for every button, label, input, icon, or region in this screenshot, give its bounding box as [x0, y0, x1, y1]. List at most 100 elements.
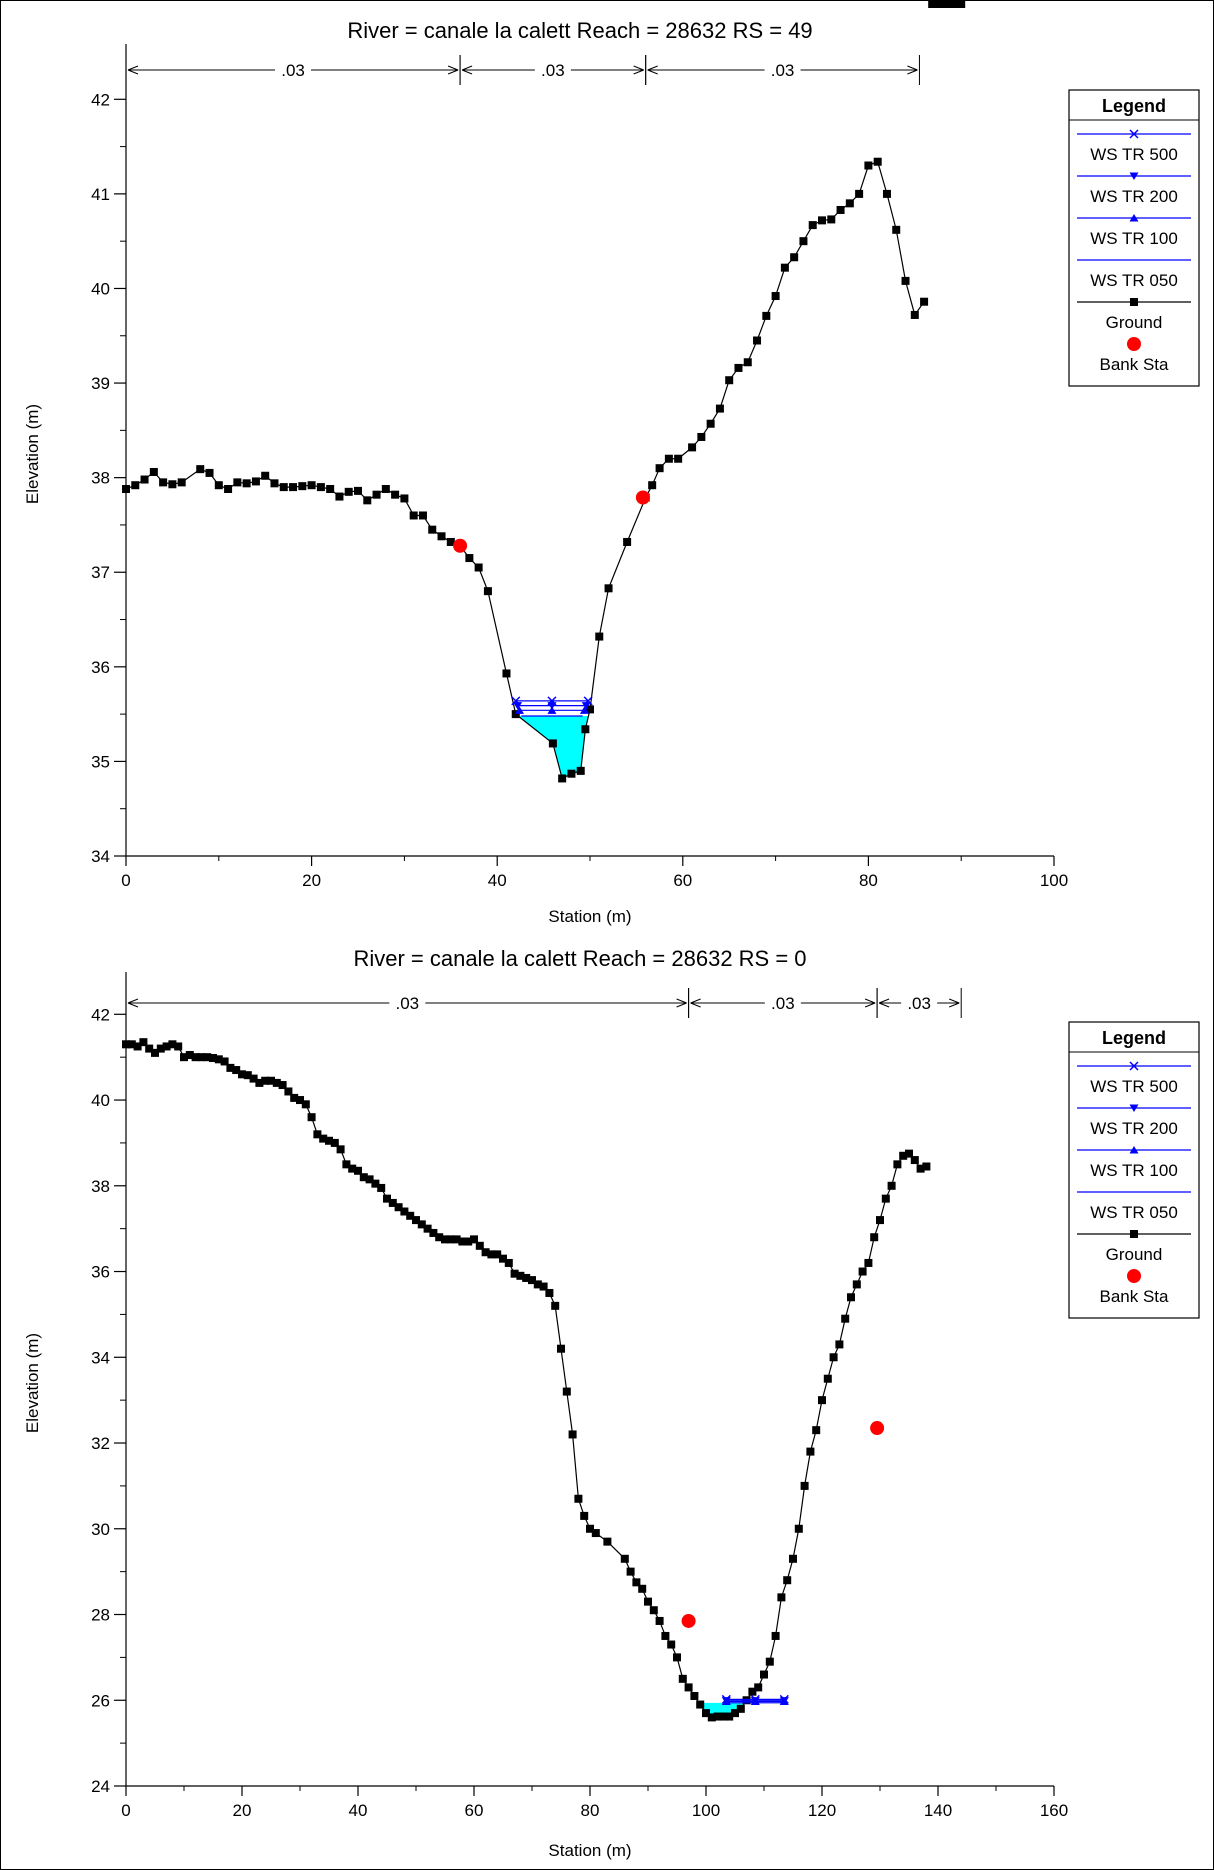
ground-point [278, 1081, 287, 1090]
ground-point [335, 492, 344, 501]
ground-point [289, 483, 298, 492]
ground-point [603, 1537, 612, 1546]
legend-entry: Ground [1106, 1245, 1163, 1264]
ground-point [510, 1269, 519, 1278]
ground-point [748, 1687, 757, 1696]
ground-point [133, 1042, 142, 1051]
ground-point [674, 454, 683, 463]
ground-point [648, 481, 657, 490]
ground-point [284, 1087, 293, 1096]
ground-point [381, 484, 390, 493]
manning-arrow [878, 998, 890, 1008]
water-surface-point [579, 706, 589, 714]
ground-point [835, 1340, 844, 1349]
ground-point [632, 1578, 641, 1587]
ground-point [887, 1181, 896, 1190]
ground-point [794, 1524, 803, 1533]
ground-point [429, 1228, 438, 1237]
ground-point [233, 478, 242, 487]
ground-point [499, 1254, 507, 1263]
water-surface-point [514, 706, 524, 714]
legend-marker [1127, 337, 1141, 351]
ground-point [267, 1076, 275, 1085]
legend-marker [1129, 1104, 1139, 1112]
ground-point [780, 263, 789, 272]
ground-point [706, 419, 715, 428]
ground-point [800, 1481, 809, 1490]
legend-entry: WS TR 050 [1090, 271, 1178, 290]
ground-point [649, 1606, 658, 1615]
ground-point [156, 1044, 165, 1053]
ground-point [910, 310, 919, 319]
ground-point [151, 1048, 159, 1057]
ground-point [916, 1164, 925, 1173]
manning-arrow [127, 65, 139, 75]
y-tick-label: 32 [91, 1434, 110, 1453]
y-tick-label: 36 [91, 1263, 110, 1282]
ground-point [122, 484, 130, 493]
y-tick-label: 34 [91, 847, 110, 866]
y-axis-label: Elevation (m) [23, 404, 42, 504]
legend-entry: WS TR 050 [1090, 1203, 1178, 1222]
manning-label: .03 [771, 61, 795, 80]
ground-point [754, 1683, 763, 1692]
chart-title: River = canale la calett Reach = 28632 R… [347, 18, 812, 43]
ground-point [394, 1203, 403, 1212]
bank-stations [453, 490, 650, 553]
manning-bands: .03 .03 .03 [125, 988, 962, 1018]
ground-point [159, 478, 168, 487]
water-surface-point [581, 702, 591, 710]
ground-point [548, 739, 557, 748]
ground-point [847, 1293, 855, 1302]
legend-entry: WS TR 200 [1090, 1119, 1178, 1138]
legend-marker [1130, 1230, 1138, 1238]
ground-point [928, 0, 937, 8]
x-tick-label: 20 [233, 1801, 252, 1820]
y-tick-label: 28 [91, 1606, 110, 1625]
legend-title: Legend [1102, 96, 1166, 116]
y-tick-label: 41 [91, 185, 110, 204]
ground-point [595, 632, 604, 641]
ground-point [475, 1241, 484, 1250]
legend-entry: WS TR 500 [1090, 1077, 1178, 1096]
chart-title: River = canale la calett Reach = 28632 R… [353, 946, 806, 971]
ground-point [168, 480, 177, 489]
ground-point [734, 363, 743, 372]
legend-box [1068, 1021, 1200, 1319]
ground-point [400, 1207, 409, 1216]
ground-point [873, 157, 882, 166]
ground-point [493, 1250, 502, 1259]
ground-point [255, 1078, 264, 1087]
ground-point [279, 483, 288, 492]
ground-point [725, 1712, 734, 1721]
manning-label: .03 [771, 994, 795, 1013]
ground-point [127, 1040, 136, 1049]
ground-point [855, 189, 864, 198]
ground-point [417, 1220, 426, 1229]
ground-point [789, 1554, 797, 1563]
ground-point [435, 1233, 444, 1242]
ground-point [470, 1235, 478, 1244]
ground-point [893, 1160, 902, 1169]
ground-point [251, 477, 260, 486]
legend-entry: Bank Sta [1100, 355, 1170, 374]
ground-point [149, 467, 158, 476]
ground-point [905, 1149, 913, 1158]
ground-point [372, 490, 381, 499]
ground-point [901, 276, 910, 285]
manning-arrow [907, 65, 918, 75]
water-surface-2 [513, 702, 591, 710]
ground-point [326, 484, 335, 493]
manning-bands: .03 .03 .03 [125, 55, 920, 85]
ground-point [725, 376, 734, 385]
legend-marker [1127, 1269, 1141, 1283]
ground-point [836, 205, 845, 214]
ground-point [316, 483, 325, 492]
y-tick-label: 34 [91, 1348, 110, 1367]
legend-entry: WS TR 100 [1090, 1161, 1178, 1180]
ground-point [957, 0, 966, 8]
x-tick-label: 140 [924, 1801, 952, 1820]
x-tick-label: 120 [808, 1801, 836, 1820]
ground-point [452, 1235, 461, 1244]
legend: Legend WS TR 500 WS TR 200 WS TR 100 WS TR 0… [1068, 1021, 1200, 1319]
